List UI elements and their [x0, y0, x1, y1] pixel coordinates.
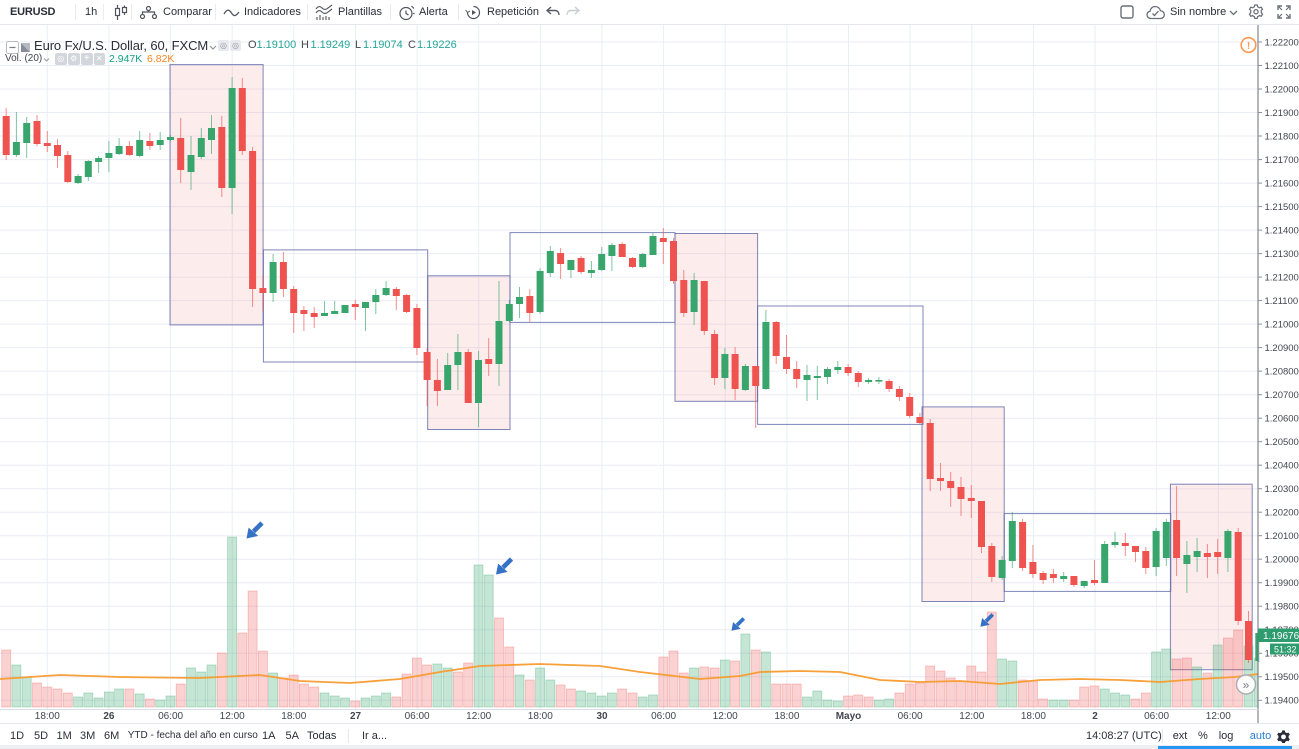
svg-text:1.21700: 1.21700	[1265, 155, 1299, 166]
svg-text:1.21600: 1.21600	[1265, 178, 1299, 189]
svg-text:27: 27	[350, 711, 362, 722]
svg-text:12:00: 12:00	[466, 711, 491, 722]
svg-text:1.21800: 1.21800	[1265, 131, 1299, 142]
svg-text:30: 30	[596, 711, 608, 722]
svg-text:18:00: 18:00	[35, 711, 60, 722]
svg-text:1.21400: 1.21400	[1265, 225, 1299, 236]
svg-text:1.20300: 1.20300	[1265, 484, 1299, 495]
svg-text:1.21100: 1.21100	[1265, 296, 1299, 307]
svg-text:18:00: 18:00	[774, 711, 799, 722]
svg-text:1.19900: 1.19900	[1265, 578, 1299, 589]
svg-text:1.20800: 1.20800	[1265, 366, 1299, 377]
svg-text:1.20600: 1.20600	[1265, 414, 1299, 425]
svg-text:18:00: 18:00	[281, 711, 306, 722]
svg-text:1.21300: 1.21300	[1265, 249, 1299, 260]
svg-text:1.20500: 1.20500	[1265, 437, 1299, 448]
svg-text:1.20000: 1.20000	[1265, 555, 1299, 566]
svg-text:18:00: 18:00	[1021, 711, 1046, 722]
svg-text:06:00: 06:00	[651, 711, 676, 722]
svg-text:1.19500: 1.19500	[1265, 672, 1299, 683]
svg-text:1.21000: 1.21000	[1265, 319, 1299, 330]
svg-text:»: »	[1243, 678, 1250, 692]
svg-text:1.19400: 1.19400	[1265, 696, 1299, 707]
svg-text:12:00: 12:00	[713, 711, 738, 722]
svg-text:12:00: 12:00	[220, 711, 245, 722]
svg-text:!: !	[1247, 41, 1250, 52]
svg-text:18:00: 18:00	[528, 711, 553, 722]
svg-text:1.20400: 1.20400	[1265, 461, 1299, 472]
svg-text:1.20100: 1.20100	[1265, 531, 1299, 542]
svg-text:06:00: 06:00	[898, 711, 923, 722]
svg-text:1.19800: 1.19800	[1265, 602, 1299, 613]
svg-text:1.22200: 1.22200	[1265, 37, 1299, 48]
svg-text:1.21500: 1.21500	[1265, 202, 1299, 213]
svg-text:06:00: 06:00	[158, 711, 183, 722]
svg-text:1.20200: 1.20200	[1265, 508, 1299, 519]
svg-text:1.22000: 1.22000	[1265, 84, 1299, 95]
svg-text:2: 2	[1092, 711, 1098, 722]
svg-text:1.21900: 1.21900	[1265, 108, 1299, 119]
svg-text:26: 26	[103, 711, 115, 722]
svg-text:12:00: 12:00	[959, 711, 984, 722]
svg-text:1.22100: 1.22100	[1265, 61, 1299, 72]
svg-text:06:00: 06:00	[1144, 711, 1169, 722]
svg-text:Mayo: Mayo	[836, 711, 862, 722]
svg-text:1.20700: 1.20700	[1265, 390, 1299, 401]
svg-text:1.21200: 1.21200	[1265, 272, 1299, 283]
svg-text:1.20900: 1.20900	[1265, 343, 1299, 354]
svg-text:06:00: 06:00	[405, 711, 430, 722]
svg-text:1.19676: 1.19676	[1263, 631, 1299, 642]
svg-text:51:32: 51:32	[1274, 645, 1297, 655]
svg-text:12:00: 12:00	[1206, 711, 1231, 722]
